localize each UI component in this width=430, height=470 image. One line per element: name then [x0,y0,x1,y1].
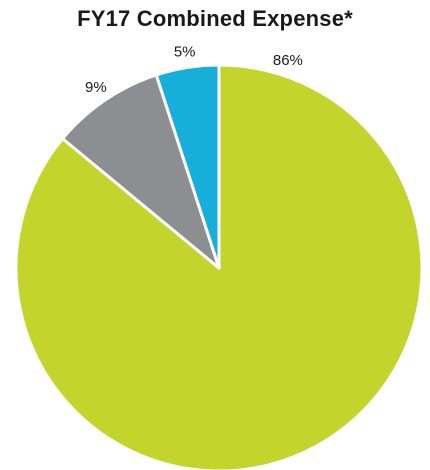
pie-slice-label-3: 5% [174,44,196,61]
pie-slice-label-1: 86% [273,52,303,69]
pie-slice-label-2: 9% [85,79,107,96]
pie-labels: 86% 9% 5% [85,44,303,96]
pie-slice-3 [154,63,221,270]
pie-slices [14,63,424,470]
pie-slice-2 [61,73,221,270]
chart-title: FY17 Combined Expense* [77,6,353,31]
